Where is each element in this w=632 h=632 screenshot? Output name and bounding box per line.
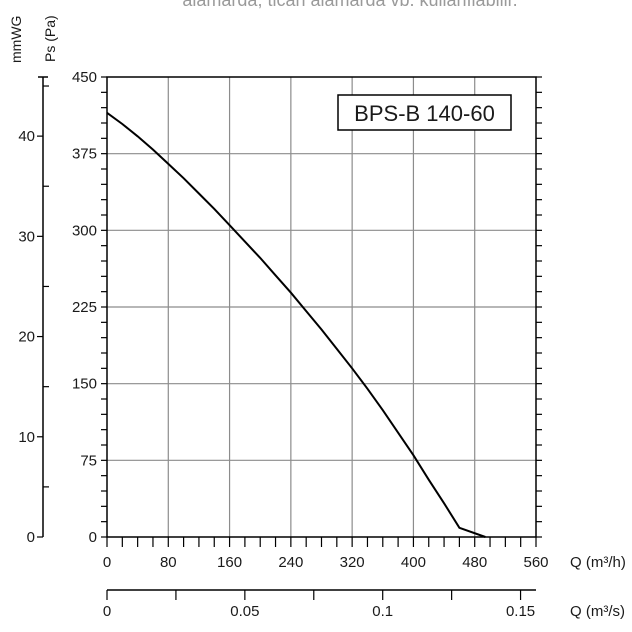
- y-tick-label: 75: [80, 452, 97, 469]
- secondary-tick-label: 0.05: [230, 603, 259, 620]
- x-tick-label: 560: [523, 554, 548, 571]
- mmwg-axis-title: mmWG: [8, 16, 24, 63]
- model-label-box: [337, 94, 512, 131]
- secondary-tick-label: 0.1: [372, 603, 393, 620]
- chart-title: BPS-B 140-60: [354, 101, 495, 126]
- x-tick-label: 160: [217, 554, 242, 571]
- mmwg-tick-label: 10: [18, 429, 35, 446]
- secondary-tick-label: 0.15: [506, 603, 535, 620]
- mmwg-tick-label: 30: [18, 228, 35, 245]
- x-axis-title: Q (m³/h): [570, 554, 626, 571]
- y-tick-label: 450: [72, 69, 97, 86]
- y-tick-label: 300: [72, 222, 97, 239]
- y-tick-label: 0: [89, 529, 97, 546]
- x-tick-label: 480: [462, 554, 487, 571]
- y-axis-title: Ps (Pa): [42, 15, 58, 62]
- x-tick-label: 320: [340, 554, 365, 571]
- y-tick-label: 150: [72, 376, 97, 393]
- series-line: [106, 111, 486, 538]
- y-tick-label: 225: [72, 299, 97, 316]
- secondary-axis-title: Q (m³/s): [570, 603, 625, 620]
- x-tick-label: 240: [278, 554, 303, 571]
- secondary-tick-label: 0: [103, 603, 111, 620]
- x-tick-label: 80: [160, 554, 177, 571]
- y-tick-label: 375: [72, 146, 97, 163]
- header-cut-text: alamarda, tican alamarda vb. kullanılabi…: [182, 0, 517, 10]
- mmwg-tick-label: 20: [18, 329, 35, 346]
- mmwg-tick-label: 0: [27, 529, 35, 546]
- mmwg-tick-label: 40: [18, 128, 35, 145]
- x-tick-label: 400: [401, 554, 426, 571]
- x-tick-label: 0: [103, 554, 111, 571]
